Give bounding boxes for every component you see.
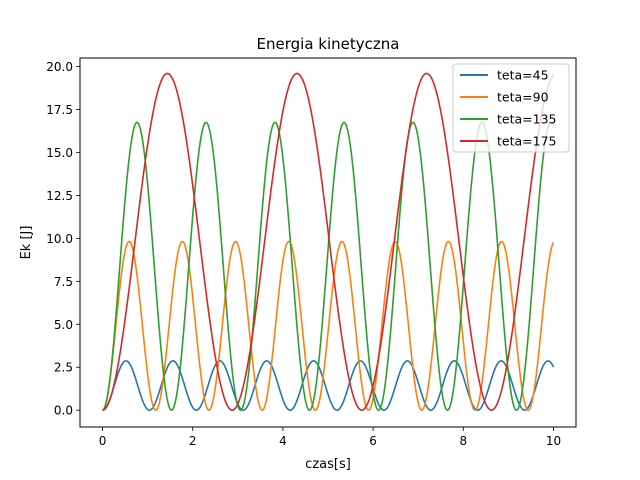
y-tick-label: 10.0 <box>46 232 73 246</box>
series-line-2 <box>102 240 555 411</box>
x-tick-label: 10 <box>546 434 561 448</box>
legend-label-3: teta=135 <box>497 112 557 127</box>
x-tick-label: 4 <box>279 434 287 448</box>
y-tick-label: 17.5 <box>46 103 73 117</box>
legend-label-4: teta=175 <box>497 134 557 149</box>
series-line-4 <box>102 72 555 411</box>
x-tick-label: 0 <box>99 434 107 448</box>
series-line-3 <box>102 121 555 412</box>
y-tick-label: 0.0 <box>54 404 73 418</box>
legend-label-2: teta=90 <box>497 90 549 105</box>
y-tick-label: 15.0 <box>46 146 73 160</box>
series-line-1 <box>102 360 555 411</box>
legend: teta=45 teta=90 teta=135 teta=175 <box>452 63 570 153</box>
x-tick-label: 2 <box>189 434 197 448</box>
y-axis-label: Ek [J] <box>19 226 34 260</box>
y-tick-label: 12.5 <box>46 189 73 203</box>
y-tick-label: 5.0 <box>54 318 73 332</box>
legend-label-1: teta=45 <box>497 68 549 83</box>
plot-area <box>79 57 577 428</box>
x-axis-label: czas[s] <box>305 457 351 472</box>
tick-layer: 0 2 4 6 8 10 0.0 2.5 5.0 7.5 10.0 12.5 15.0 17.5 20.0 <box>46 60 561 448</box>
y-tick-label: 20.0 <box>46 60 73 74</box>
x-tick-label: 6 <box>369 434 377 448</box>
legend-box <box>452 63 570 153</box>
y-tick-label: 2.5 <box>54 361 73 375</box>
chart-title: Energia kinetyczna <box>257 35 400 53</box>
y-tick-label: 7.5 <box>54 275 73 289</box>
x-tick-label: 8 <box>459 434 467 448</box>
